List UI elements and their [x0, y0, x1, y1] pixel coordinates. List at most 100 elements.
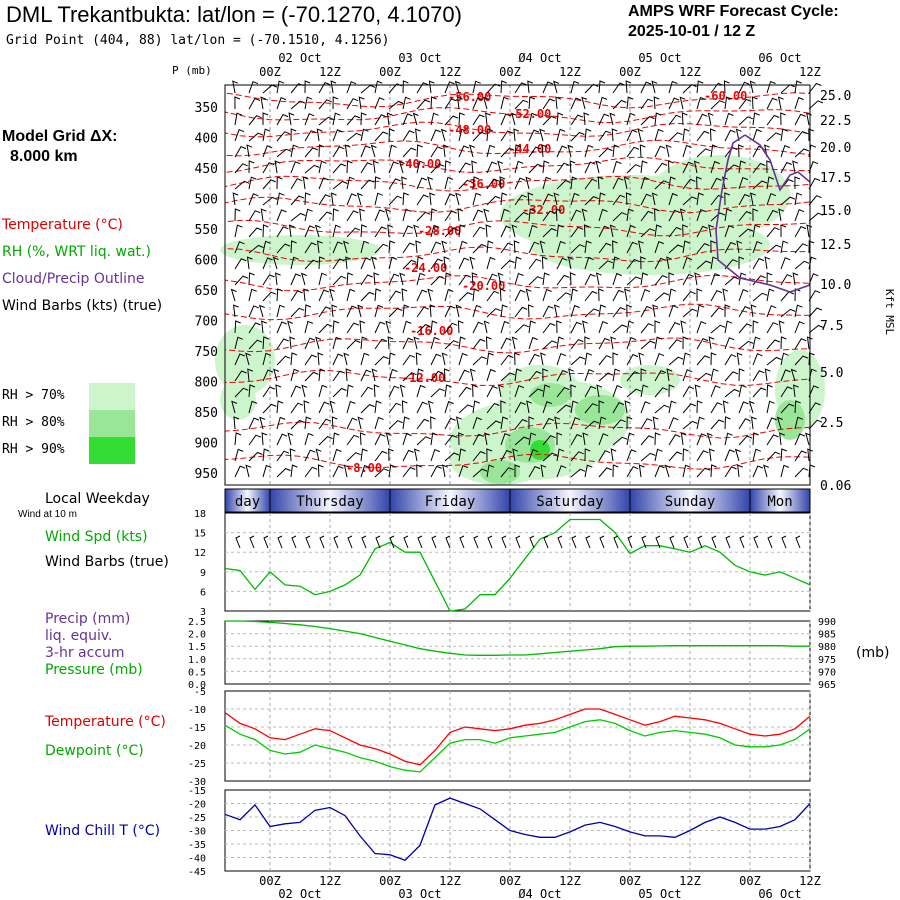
wind-barb [528, 112, 538, 126]
wind-barb [556, 386, 570, 398]
wind-barb [444, 384, 452, 398]
wind-barb [430, 241, 442, 254]
wind-barb [665, 144, 672, 158]
temperature-contour-label: -52.00 [508, 107, 551, 121]
wind-barb [668, 192, 678, 206]
wind-barb [764, 256, 771, 270]
wind-barb [234, 112, 243, 126]
wind-barb [777, 96, 784, 110]
wind-barb [553, 80, 559, 94]
wind-barb [234, 353, 245, 366]
wind-barb [668, 80, 678, 94]
wind-barb [332, 353, 344, 366]
wind-barb [472, 192, 482, 206]
wind-barb [808, 240, 815, 254]
wind-barb [374, 192, 383, 206]
wind-barb [386, 112, 393, 126]
wind-barb [444, 81, 455, 94]
surface-wind-barb [557, 535, 563, 549]
wind-barb [724, 96, 732, 110]
wind-barb [511, 336, 518, 350]
panel-ytick: 18 [194, 509, 206, 520]
wind-barb [370, 144, 377, 158]
wind-barb [316, 128, 323, 142]
wind-barb [318, 160, 327, 174]
wind-barb [696, 355, 710, 366]
wind-barb [570, 433, 583, 446]
top-hour-tick: 00Z [379, 65, 401, 79]
wind-barb [317, 464, 324, 478]
wind-barb [346, 272, 354, 286]
panel-ytick: -40 [188, 854, 206, 865]
wind-barb [556, 404, 572, 414]
wind-barb [752, 128, 762, 142]
wind-barb [500, 208, 510, 222]
panel-ytick-right: 985 [818, 630, 836, 641]
wind-barb [346, 115, 361, 126]
wind-barb [668, 321, 681, 334]
wind-barb [430, 258, 443, 270]
wind-barb [430, 370, 444, 382]
wind-barb [444, 210, 457, 222]
wind-barb [794, 288, 801, 302]
wind-barb [416, 289, 428, 302]
wind-barb [356, 192, 363, 206]
wind-barb [304, 354, 317, 366]
wind-barb [681, 112, 688, 126]
wind-barb [304, 337, 316, 350]
wind-barb [626, 129, 638, 142]
wind-barb [640, 288, 651, 302]
wind-barb [318, 306, 331, 318]
wind-barb [752, 208, 759, 222]
wind-barb [329, 288, 335, 302]
wind-barb [694, 384, 701, 398]
wind-barb [696, 450, 709, 462]
wind-barb [374, 288, 382, 302]
wind-barb [276, 113, 289, 126]
wind-barb [429, 304, 436, 318]
wind-barb [444, 176, 454, 190]
wind-barb [682, 273, 694, 286]
wind-barb [304, 320, 314, 334]
wind-barb [318, 368, 326, 382]
wind-barb [314, 224, 321, 238]
wind-barb [766, 384, 773, 398]
wind-barb [332, 465, 344, 478]
wind-barb [794, 433, 805, 446]
wind-barb [318, 81, 331, 94]
surface-wind-barb [431, 535, 437, 549]
wind-barb [276, 468, 291, 478]
wind-barb [318, 144, 325, 158]
wind-barb [738, 418, 751, 430]
wind-barb [696, 242, 710, 254]
wind-barbs-label: Wind Barbs (true) [45, 554, 169, 570]
wind-barb [612, 436, 628, 446]
bottom-hour-tick: 12Z [439, 874, 461, 888]
wind-barb [651, 192, 658, 206]
surface-wind-barb [795, 535, 801, 549]
wind-barb [654, 432, 661, 446]
wind-barb [724, 432, 733, 446]
model-grid-label: Model Grid ΔX: [2, 128, 118, 145]
wind-barb [262, 448, 270, 462]
wind-barb [486, 273, 498, 286]
pressure-tick: 900 [195, 437, 218, 452]
wind-barb [555, 208, 562, 222]
surface-wind-barb [333, 535, 339, 549]
wind-barb [472, 338, 486, 350]
wind-barb [556, 224, 564, 238]
wind-barb [696, 416, 705, 430]
wind-barb [514, 256, 522, 270]
wind-barb [598, 288, 604, 302]
wind-barb [343, 464, 350, 478]
wind-barb [626, 337, 637, 350]
wind-barb [500, 147, 515, 158]
wind-barb [542, 322, 556, 334]
wind-barb [332, 180, 348, 190]
wind-barb [584, 144, 594, 158]
wind-barb [374, 304, 384, 318]
wind-barb [374, 243, 389, 254]
wind-barb [794, 416, 803, 430]
wind-barb [570, 288, 578, 302]
